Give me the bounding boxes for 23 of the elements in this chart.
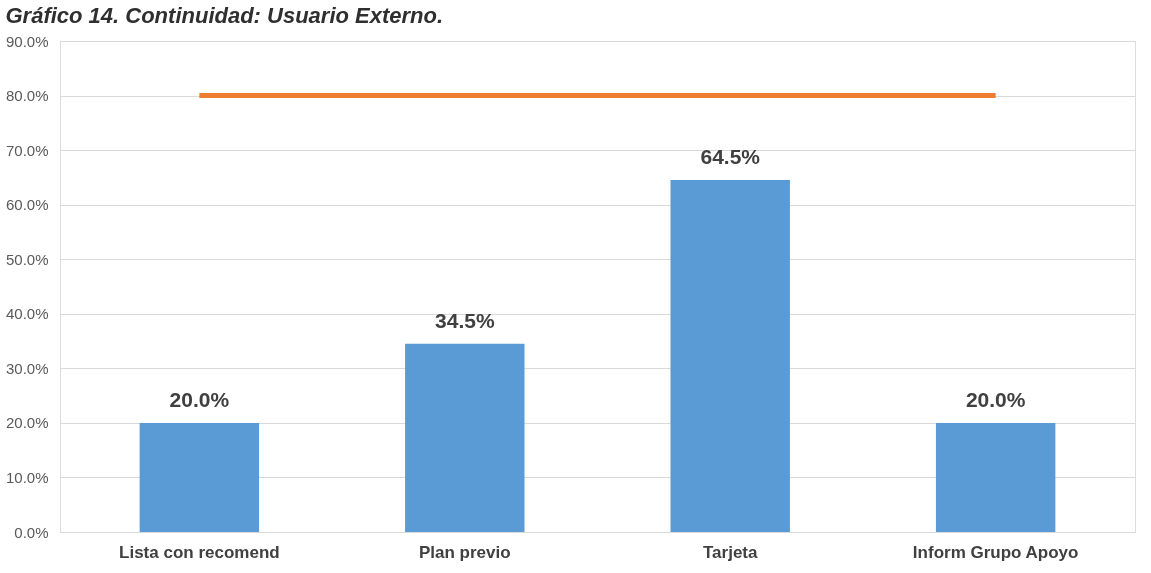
bar xyxy=(405,343,525,532)
bar xyxy=(139,422,260,532)
y-tick-label: 80.0% xyxy=(5,87,49,105)
y-tick-label: 30.0% xyxy=(5,359,49,377)
data-label: 20.0% xyxy=(965,387,1026,411)
y-tick-label: 0.0% xyxy=(14,523,49,541)
x-tick-label: Lista con recomend xyxy=(119,542,280,562)
data-label: 34.5% xyxy=(435,308,495,332)
y-tick-label: 50.0% xyxy=(5,250,49,268)
x-tick-label: Tarjeta xyxy=(702,542,758,562)
chart-title: Gráfico 14. Continuidad: Usuario Externo. xyxy=(5,3,444,28)
bar xyxy=(670,180,790,532)
y-tick-label: 20.0% xyxy=(5,414,49,432)
y-tick-label: 40.0% xyxy=(5,305,49,323)
x-tick-label: Inform Grupo Apoyo xyxy=(912,542,1079,562)
y-tick-label: 90.0% xyxy=(5,32,49,50)
y-tick-label: 60.0% xyxy=(5,196,49,214)
y-tick-label: 10.0% xyxy=(5,468,49,486)
x-tick-label: Plan previo xyxy=(418,542,511,562)
data-label: 20.0% xyxy=(169,387,230,411)
data-label: 64.5% xyxy=(700,145,761,169)
y-tick-label: 70.0% xyxy=(5,141,49,159)
bar xyxy=(935,422,1056,532)
